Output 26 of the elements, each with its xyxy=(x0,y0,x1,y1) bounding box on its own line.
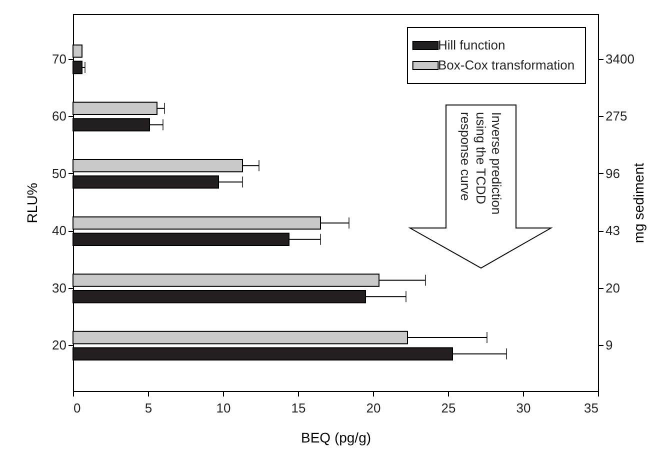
y-tick-label: 60 xyxy=(52,108,66,124)
x-tick-label: 35 xyxy=(584,400,598,416)
x-tick-label: 30 xyxy=(516,400,531,416)
y-axis-title: RLU% xyxy=(24,182,40,224)
y-tick-label: 30 xyxy=(52,280,66,296)
y2-tick-label: 275 xyxy=(606,108,628,124)
y-tick-label: 40 xyxy=(52,223,66,238)
x-tick-label: 25 xyxy=(441,400,456,416)
annotation: Inverse prediction using the TCDD response curve xyxy=(458,112,504,215)
y-tick-label: 70 xyxy=(52,51,66,66)
y2-tick-label: 9 xyxy=(606,338,613,353)
y2-tick-label: 96 xyxy=(606,166,620,181)
x-tick-label: 0 xyxy=(74,400,81,416)
y2-tick-label: 20 xyxy=(606,280,620,296)
x-tick-label: 15 xyxy=(291,400,306,416)
x-tick-label: 10 xyxy=(216,400,231,416)
y-tick-label: 50 xyxy=(52,166,66,181)
y2-tick-label: 3400 xyxy=(606,51,634,66)
y2-tick-label: 43 xyxy=(606,223,620,238)
x-axis-title: BEQ (pg/g) xyxy=(300,430,372,446)
y2-axis-title: mg sediment xyxy=(630,162,646,244)
x-tick-label: 5 xyxy=(144,400,152,416)
x-tick-label: 20 xyxy=(366,400,381,416)
legend-label: Box-Cox transformation xyxy=(438,58,575,72)
legend-label: Hill function xyxy=(438,38,506,52)
y-tick-label: 20 xyxy=(52,338,66,353)
